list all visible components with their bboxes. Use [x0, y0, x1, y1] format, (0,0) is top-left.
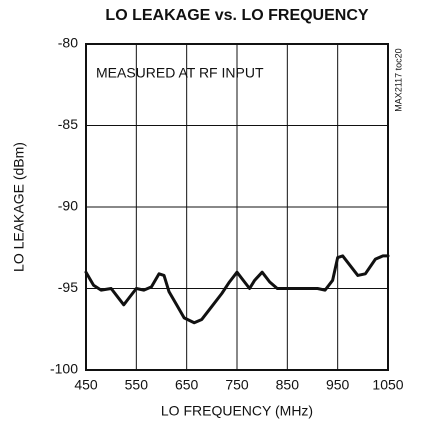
x-tick-label: 750 [225, 377, 249, 393]
y-tick-label: -100 [50, 361, 78, 377]
x-tick-label: 950 [326, 377, 350, 393]
y-tick-label: -90 [58, 198, 78, 214]
y-tick-label: -95 [58, 279, 78, 295]
annotation: MEASURED AT RF INPUT [96, 65, 264, 81]
x-tick-label: 850 [276, 377, 300, 393]
y-axis-label: LO LEAKAGE (dBm) [11, 142, 27, 272]
y-tick-label: -80 [58, 35, 78, 51]
annotation: MAX2117 toc20 [393, 48, 403, 111]
x-tick-label: 650 [175, 377, 199, 393]
plot-frame [85, 43, 389, 371]
x-tick-label: 550 [125, 377, 149, 393]
chart-title: LO LEAKAGE vs. LO FREQUENCY [105, 7, 368, 24]
x-tick-label: 450 [74, 377, 98, 393]
x-tick-label: 1050 [372, 377, 403, 393]
x-axis-label: LO FREQUENCY (MHz) [161, 403, 313, 419]
data-line [84, 254, 390, 325]
y-tick-label: -85 [58, 116, 78, 132]
